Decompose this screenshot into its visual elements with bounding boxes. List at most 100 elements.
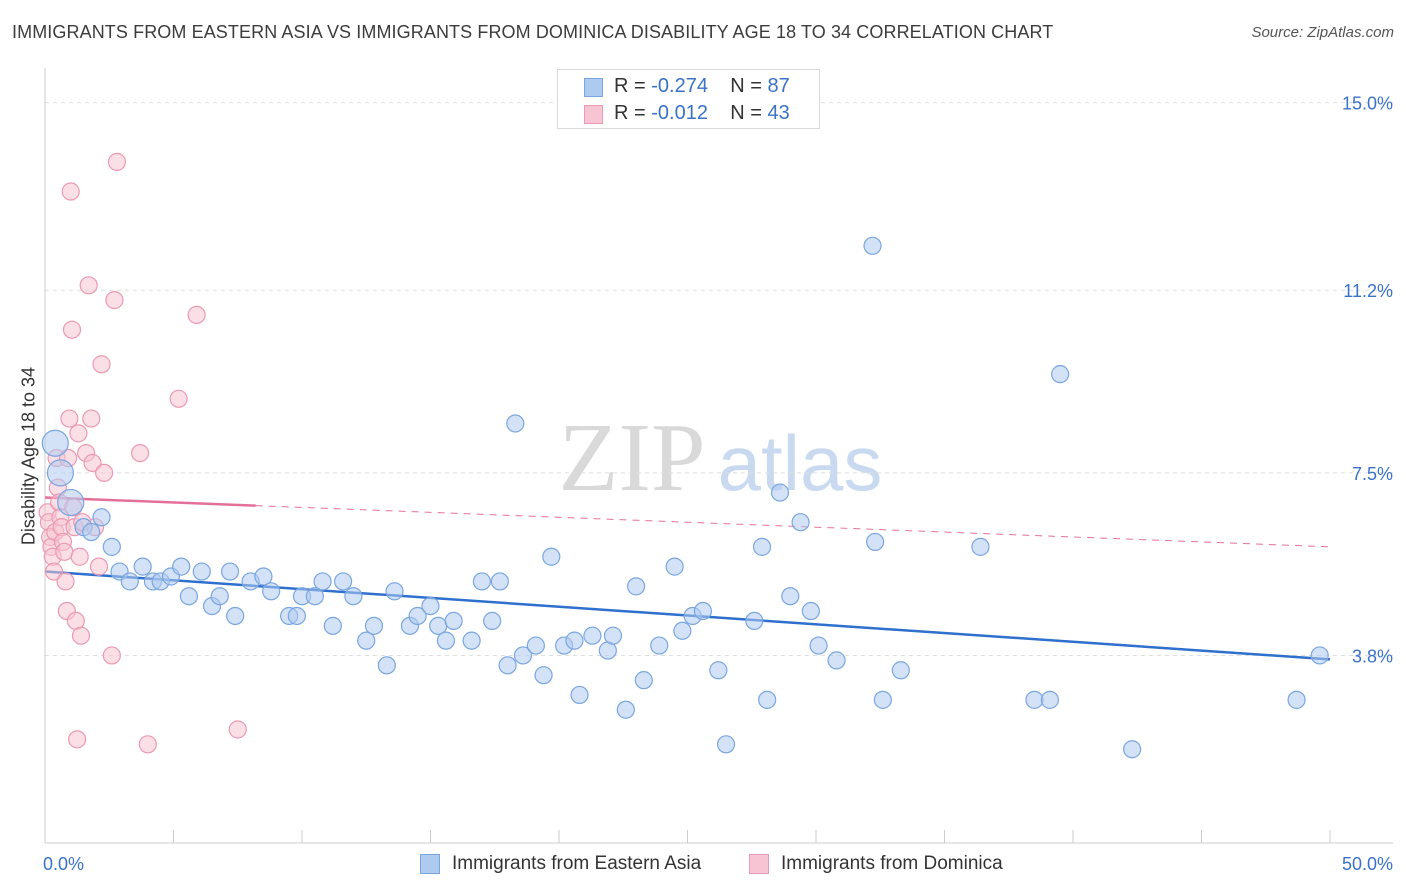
eastern-asia-point-22 bbox=[262, 582, 281, 601]
eastern-asia-point-53 bbox=[570, 685, 589, 705]
eastern-asia-point-9 bbox=[133, 557, 152, 576]
dominica-point-36 bbox=[102, 646, 121, 665]
eastern-asia-point-29 bbox=[334, 572, 353, 591]
points-dominica bbox=[38, 152, 247, 754]
legend-swatch-eastern-asia bbox=[584, 78, 603, 97]
eastern-asia-point-54 bbox=[583, 626, 602, 645]
bottom-legend-label-eastern-asia: Immigrants from Eastern Asia bbox=[452, 853, 702, 874]
eastern-asia-point-21 bbox=[254, 567, 273, 586]
eastern-asia-point-37 bbox=[421, 596, 440, 616]
bottom-legend-label-dominica: Immigrants from Dominica bbox=[781, 853, 1003, 874]
bottom-legend-swatch-dominica bbox=[749, 854, 769, 874]
eastern-asia-point-2 bbox=[57, 488, 85, 517]
bottom-legend-dominica: Immigrants from Dominica bbox=[749, 851, 1003, 877]
eastern-asia-point-72 bbox=[791, 513, 810, 532]
eastern-asia-point-39 bbox=[436, 631, 456, 650]
dominica-point-26 bbox=[71, 626, 91, 645]
dominica-point-19 bbox=[62, 320, 82, 339]
eastern-asia-point-83 bbox=[1051, 365, 1070, 384]
points-eastern-asia bbox=[41, 236, 1329, 759]
eastern-asia-point-50 bbox=[542, 547, 561, 566]
eastern-asia-point-75 bbox=[827, 651, 846, 670]
dominica-point-38 bbox=[107, 152, 127, 172]
dominica-point-18 bbox=[61, 182, 80, 201]
dominica-point-29 bbox=[79, 276, 98, 295]
eastern-asia-point-74 bbox=[809, 636, 828, 655]
y-tick-label-0: 3.8% bbox=[1352, 646, 1393, 666]
correlation-legend: R = -0.274 N = 87 R = -0.012 N = 43 bbox=[557, 69, 820, 129]
x-tick-label-max: 50.0% bbox=[1342, 854, 1393, 874]
eastern-asia-point-41 bbox=[462, 631, 481, 650]
eastern-asia-point-57 bbox=[616, 700, 635, 719]
eastern-asia-point-81 bbox=[1025, 690, 1044, 709]
dominica-point-5 bbox=[44, 562, 64, 581]
dominica-point-40 bbox=[138, 735, 157, 754]
dominica-point-34 bbox=[92, 355, 111, 374]
y-tick-label-1: 7.5% bbox=[1352, 464, 1393, 484]
eastern-asia-point-40 bbox=[444, 611, 463, 631]
eastern-asia-point-30 bbox=[344, 587, 363, 606]
eastern-asia-point-69 bbox=[758, 690, 777, 709]
grid-lines bbox=[45, 102, 1393, 656]
eastern-asia-point-79 bbox=[891, 661, 910, 680]
y-axis-label: Disability Age 18 to 34 bbox=[18, 366, 39, 546]
eastern-asia-point-48 bbox=[526, 636, 545, 655]
eastern-asia-point-27 bbox=[313, 572, 332, 591]
legend-n-label: N = bbox=[730, 102, 768, 124]
eastern-asia-point-49 bbox=[534, 666, 553, 685]
eastern-asia-point-84 bbox=[1123, 740, 1142, 759]
dominica-point-24 bbox=[69, 424, 88, 443]
eastern-asia-point-44 bbox=[490, 572, 509, 591]
y-tick-label-3: 15.0% bbox=[1342, 94, 1393, 114]
eastern-asia-point-82 bbox=[1040, 690, 1059, 709]
watermark-atlas: atlas bbox=[718, 419, 883, 507]
legend-r-value: -0.012 bbox=[651, 102, 708, 124]
eastern-asia-point-46 bbox=[506, 414, 525, 433]
eastern-asia-point-24 bbox=[287, 606, 306, 626]
eastern-asia-point-43 bbox=[483, 611, 502, 631]
eastern-asia-point-1 bbox=[46, 459, 75, 487]
eastern-asia-point-36 bbox=[408, 606, 427, 626]
dominica-point-25 bbox=[70, 547, 89, 566]
dominica-point-37 bbox=[105, 290, 124, 310]
eastern-asia-point-33 bbox=[377, 656, 396, 675]
watermark: ZIP atlas bbox=[559, 404, 883, 512]
eastern-asia-point-64 bbox=[693, 601, 713, 621]
eastern-asia-point-28 bbox=[323, 616, 342, 635]
eastern-asia-point-8 bbox=[120, 572, 139, 591]
x-tick-labels: 0.0% 50.0% bbox=[43, 854, 1393, 874]
eastern-asia-point-47 bbox=[513, 646, 533, 665]
legend-swatch-dominica bbox=[584, 105, 603, 124]
eastern-asia-point-0 bbox=[41, 429, 69, 457]
legend-r-label: R = bbox=[614, 75, 652, 97]
bottom-legend-swatch-eastern-asia bbox=[420, 854, 440, 874]
eastern-asia-point-86 bbox=[1310, 646, 1329, 665]
eastern-asia-point-68 bbox=[752, 537, 772, 556]
eastern-asia-point-77 bbox=[866, 532, 885, 552]
dominica-point-35 bbox=[95, 463, 114, 482]
eastern-asia-point-6 bbox=[102, 537, 121, 556]
eastern-asia-point-66 bbox=[716, 735, 736, 754]
eastern-asia-point-31 bbox=[357, 631, 376, 650]
x-tick-label-min: 0.0% bbox=[43, 854, 84, 874]
eastern-asia-point-42 bbox=[472, 572, 491, 591]
legend-n-label: N = bbox=[730, 75, 768, 97]
dominica-point-17 bbox=[60, 409, 79, 428]
eastern-asia-point-4 bbox=[82, 522, 101, 542]
y-tick-label-2: 11.2% bbox=[1343, 281, 1393, 301]
eastern-asia-point-26 bbox=[305, 587, 324, 606]
eastern-asia-point-19 bbox=[226, 606, 245, 626]
source-label: Source: ZipAtlas.com bbox=[1251, 24, 1394, 41]
eastern-asia-point-56 bbox=[603, 626, 623, 645]
eastern-asia-point-70 bbox=[770, 483, 790, 502]
eastern-asia-point-18 bbox=[220, 562, 240, 581]
eastern-asia-point-61 bbox=[665, 557, 684, 576]
dominica-point-42 bbox=[187, 305, 206, 325]
dominica-point-39 bbox=[130, 443, 150, 463]
chart-title: IMMIGRANTS FROM EASTERN ASIA VS IMMIGRAN… bbox=[12, 22, 1054, 42]
eastern-asia-point-65 bbox=[709, 661, 728, 680]
eastern-asia-point-5 bbox=[92, 508, 111, 527]
dominica-point-41 bbox=[169, 389, 188, 408]
dominica-point-13 bbox=[55, 542, 74, 561]
